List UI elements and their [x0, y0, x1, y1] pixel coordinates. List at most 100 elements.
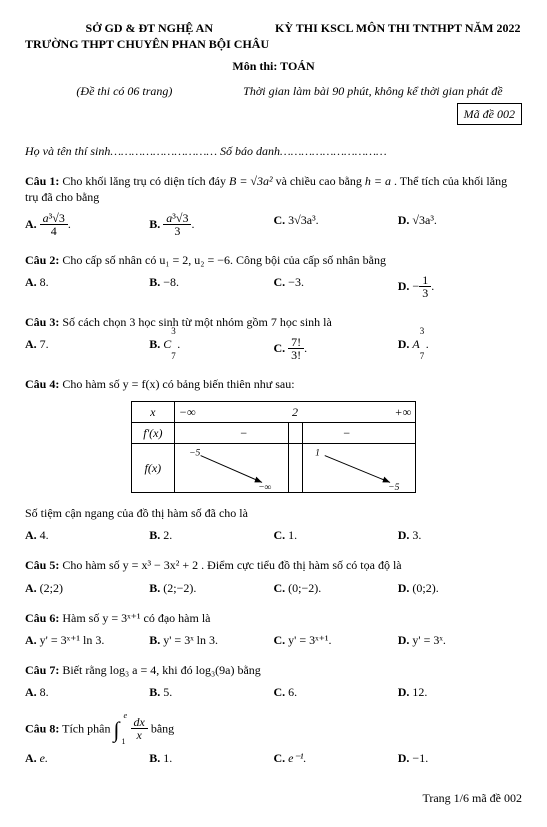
q1-C: C. 3√3a³.: [274, 212, 398, 238]
q3-label: Câu 3:: [25, 315, 59, 329]
q5-label: Câu 5:: [25, 558, 59, 572]
vt-fp-label: f'(x): [131, 422, 174, 443]
q4-label: Câu 4:: [25, 377, 59, 391]
vt-x-pinf: +∞: [391, 401, 416, 422]
name-dots: [110, 144, 217, 158]
ma-de-text: Mã đề 002: [464, 107, 515, 121]
question-5: Câu 5: Cho hàm số y = x³ − 3x² + 2 . Điể…: [25, 557, 522, 573]
q7-text: Biết rằng log₃ a = 4, khi đó log₃(9a) bằ…: [62, 663, 260, 677]
svg-text:−5: −5: [388, 482, 399, 492]
q1-options: A. a³√34. B. a³√33. C. 3√3a³. D. √3a³.: [25, 212, 522, 238]
org-line-1: SỞ GD & ĐT NGHỆ AN: [25, 20, 274, 36]
q1-C-text: 3√3a³.: [288, 213, 319, 227]
pages-note: (Đề thi có 06 trang): [25, 83, 224, 99]
q8-D: D. −1.: [398, 750, 522, 766]
var-row-x: x −∞ 2 +∞: [131, 401, 415, 422]
q3-B: B. C37 .: [149, 336, 273, 362]
q7-B: B. 5.: [149, 684, 273, 700]
q1-A: A. a³√34.: [25, 212, 149, 238]
q8-C: C. e⁻¹.: [274, 750, 398, 766]
var-row-fx: f(x) −5 −∞ 1 −5: [131, 444, 415, 493]
q1-label: Câu 1:: [25, 174, 59, 188]
header-right: KỲ THI KSCL MÔN THI TNTHPT NĂM 2022: [274, 20, 523, 36]
q4-sub: Số tiệm cận ngang của đồ thị hàm số đã c…: [25, 505, 522, 521]
q7-C: C. 6.: [274, 684, 398, 700]
q4-options: A. 4. B. 2. C. 1. D. 3.: [25, 527, 522, 543]
page-footer: Trang 1/6 mã đề 002: [25, 790, 522, 806]
vt-fp-minus2: −: [302, 422, 391, 443]
sbd-label: Số báo danh: [220, 144, 280, 158]
q6-A: A. y' = 3ˣ⁺¹ ln 3.: [25, 632, 149, 648]
q7-A: A. 8.: [25, 684, 149, 700]
q3-A: A. 7.: [25, 336, 149, 362]
q1-D: D. √3a³.: [398, 212, 522, 238]
q5-B: B. (2;−2).: [149, 580, 273, 596]
q7-options: A. 8. B. 5. C. 6. D. 12.: [25, 684, 522, 700]
q3-C: C. 7!3!.: [274, 336, 398, 362]
q1-B-frac: a³√33: [163, 212, 191, 238]
question-2: Câu 2: Cho cấp số nhân có u₁ = 2, u₂ = −…: [25, 252, 522, 268]
q7-label: Câu 7:: [25, 663, 59, 677]
q8-integral: ∫ e 1 dxx: [113, 715, 147, 745]
question-8: Câu 8: Tích phân ∫ e 1 dxx bằng: [25, 715, 522, 745]
question-1: Câu 1: Cho khối lăng trụ có diện tích đá…: [25, 173, 522, 205]
q6-B: B. y' = 3ˣ ln 3.: [149, 632, 273, 648]
q6-text: Hàm số y = 3ˣ⁺¹ có đạo hàm là: [62, 611, 210, 625]
q1-h-expr: h = a: [365, 174, 391, 188]
sbd-dots: [280, 144, 387, 158]
header: SỞ GD & ĐT NGHỆ AN KỲ THI KSCL MÔN THI T…: [25, 20, 522, 36]
q5-C: C. (0;−2).: [274, 580, 398, 596]
q6-D: D. y' = 3ˣ.: [398, 632, 522, 648]
q8-text-pre: Tích phân: [62, 721, 113, 735]
svg-text:−5: −5: [189, 448, 200, 459]
q1-B: B. a³√33.: [149, 212, 273, 238]
q2-C: C. −3.: [274, 274, 398, 300]
arrow-right-svg: 1 −5: [303, 444, 416, 492]
q3-text: Số cách chọn 3 học sinh từ một nhóm gồm …: [62, 315, 331, 329]
q5-text: Cho hàm số y = x³ − 3x² + 2 . Điểm cực t…: [62, 558, 401, 572]
info-row: (Đề thi có 06 trang) Thời gian làm bài 9…: [25, 83, 522, 99]
q6-options: A. y' = 3ˣ⁺¹ ln 3. B. y' = 3ˣ ln 3. C. y…: [25, 632, 522, 648]
vt-arrow-right: 1 −5: [302, 444, 416, 493]
q2-D: D. −13.: [398, 274, 522, 300]
school-name: TRƯỜNG THPT CHUYÊN PHAN BỘI CHÂU: [25, 36, 522, 52]
arrow-left-svg: −5 −∞: [175, 444, 288, 492]
q3-C-frac: 7!3!: [288, 336, 304, 362]
q4-B: B. 2.: [149, 527, 273, 543]
q8-text-post: bằng: [151, 721, 174, 735]
vt-x-2: 2: [288, 401, 302, 422]
name-label: Họ và tên thí sinh: [25, 144, 110, 158]
q4-sub-text: Số tiệm cận ngang của đồ thị hàm số đã c…: [25, 506, 248, 520]
q2-options: A. 8. B. −8. C. −3. D. −13.: [25, 274, 522, 300]
exam-title: KỲ THI KSCL MÔN THI TNTHPT NĂM 2022: [274, 20, 523, 36]
q8-A: A. e.: [25, 750, 149, 766]
vt-arrow-left: −5 −∞: [174, 444, 288, 493]
q4-text: Cho hàm số y = f(x) có bảng biến thiên n…: [62, 377, 294, 391]
subject: Môn thi: TOÁN: [25, 58, 522, 74]
vt-fx-label: f(x): [131, 444, 174, 493]
question-6: Câu 6: Hàm số y = 3ˣ⁺¹ có đạo hàm là: [25, 610, 522, 626]
q5-D: D. (0;2).: [398, 580, 522, 596]
q1-A-frac: a³√34: [40, 212, 68, 238]
question-4: Câu 4: Cho hàm số y = f(x) có bảng biến …: [25, 376, 522, 392]
q5-A: A. (2;2): [25, 580, 149, 596]
q1-D-text: √3a³.: [412, 213, 437, 227]
ma-de-box: Mã đề 002: [457, 103, 522, 125]
q2-text: Cho cấp số nhân có u₁ = 2, u₂ = −6. Công…: [62, 253, 386, 267]
svg-text:−∞: −∞: [258, 482, 271, 492]
q4-C: C. 1.: [274, 527, 398, 543]
vt-fp-minus1: −: [200, 422, 289, 443]
q8-options: A. e. B. 1. C. e⁻¹. D. −1.: [25, 750, 522, 766]
vt-x-ninf: −∞: [174, 401, 199, 422]
q7-D: D. 12.: [398, 684, 522, 700]
q6-label: Câu 6:: [25, 611, 59, 625]
q2-label: Câu 2:: [25, 253, 59, 267]
variation-table: x −∞ 2 +∞ f'(x) − − f(x) −5 −∞ 1: [131, 401, 416, 493]
q8-B: B. 1.: [149, 750, 273, 766]
q2-A: A. 8.: [25, 274, 149, 300]
vt-x-label: x: [131, 401, 174, 422]
q5-options: A. (2;2) B. (2;−2). C. (0;−2). D. (0;2).: [25, 580, 522, 596]
q1-text-mid: và chiều cao bằng: [276, 174, 365, 188]
svg-text:1: 1: [315, 448, 320, 459]
q4-A: A. 4.: [25, 527, 149, 543]
